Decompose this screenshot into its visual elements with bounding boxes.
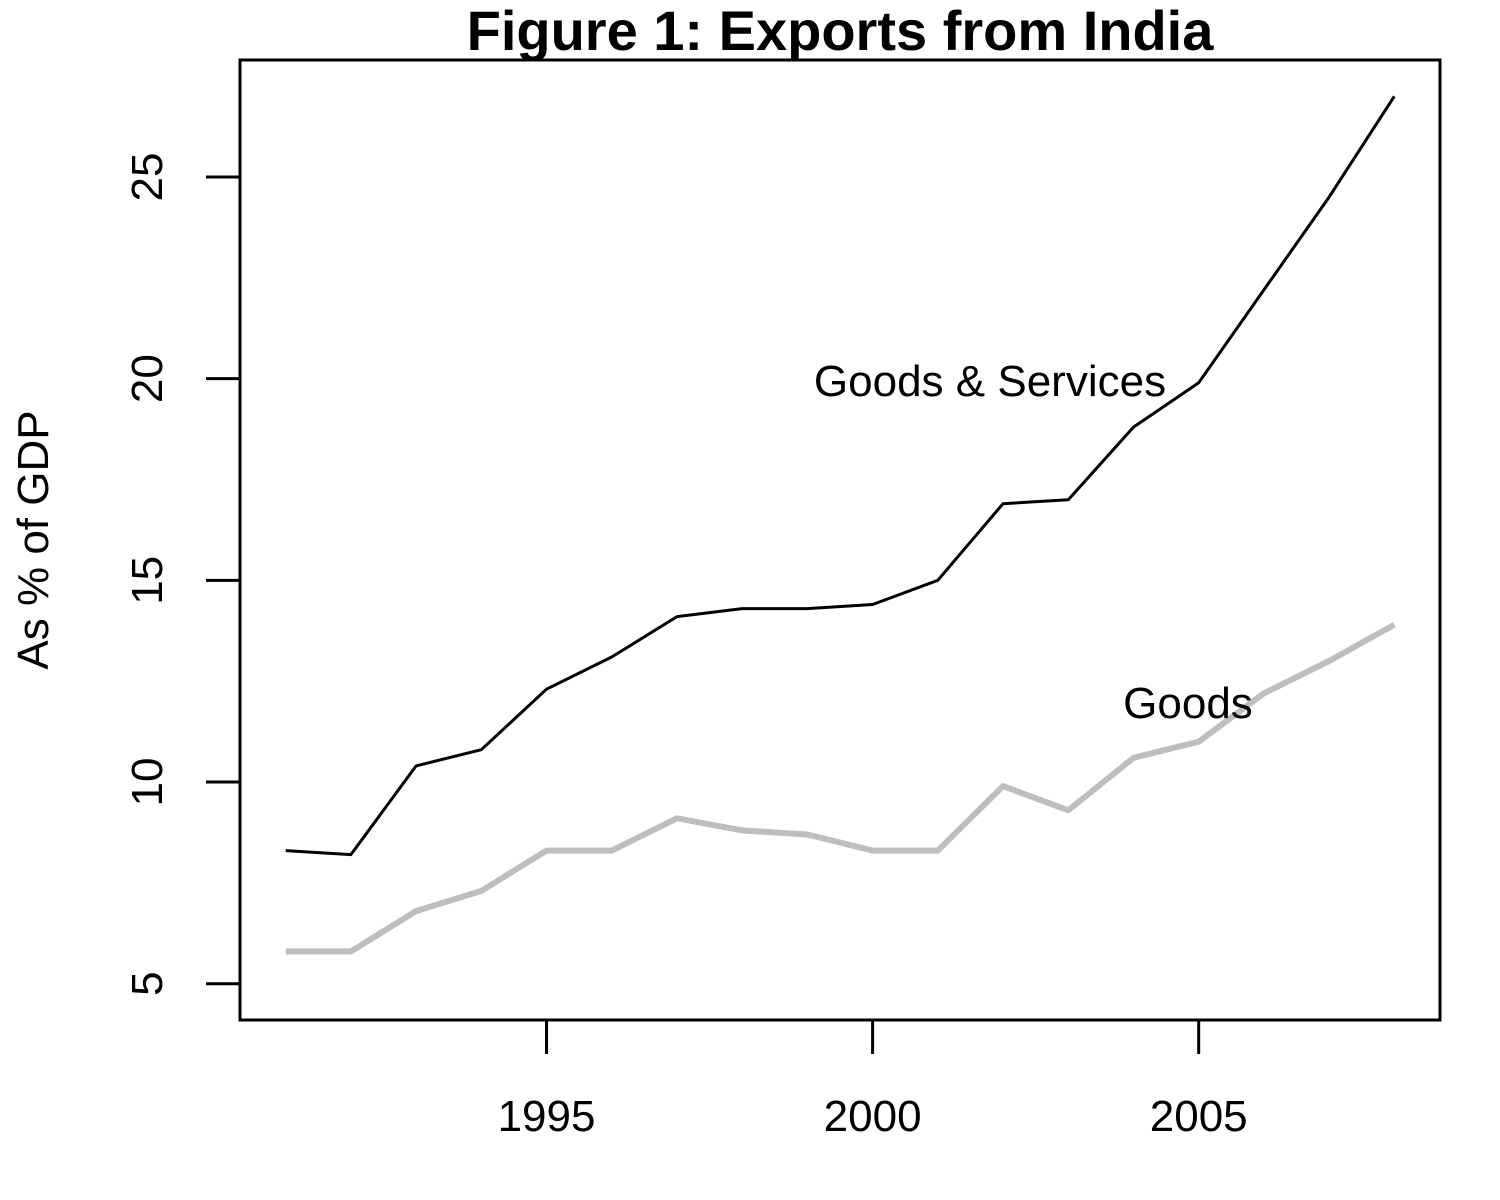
y-tick-label: 5	[123, 971, 172, 995]
x-tick-label: 2005	[1150, 1092, 1248, 1141]
y-axis: 5 10 15 20 25	[123, 152, 240, 996]
y-tick-label: 15	[123, 556, 172, 605]
series-line-goods-services	[285, 95, 1396, 857]
y-tick-label: 25	[123, 152, 172, 201]
y-tick-label: 20	[123, 354, 172, 403]
series-lines	[285, 95, 1396, 955]
series-label-goods: Goods	[1123, 679, 1253, 728]
chart-title: Figure 1: Exports from India	[467, 0, 1215, 62]
series-line-goods	[285, 622, 1396, 955]
x-tick-label: 2000	[824, 1092, 922, 1141]
plot-frame	[238, 58, 1442, 1022]
x-axis: 1995 2000 2005	[498, 1020, 1248, 1141]
series-label-goods-services: Goods & Services	[814, 357, 1166, 406]
y-tick-label: 10	[123, 758, 172, 807]
y-axis-label: As % of GDP	[9, 410, 58, 669]
x-tick-label: 1995	[498, 1092, 596, 1141]
